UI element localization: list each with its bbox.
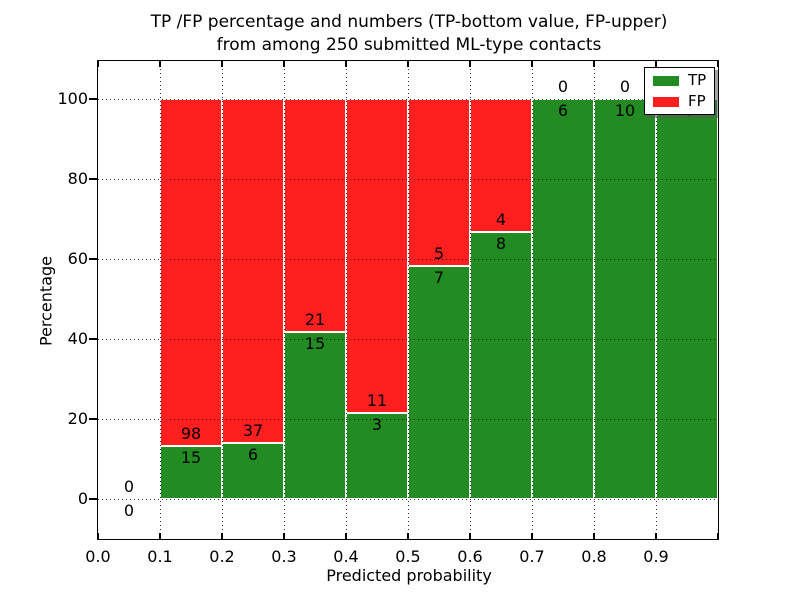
y-axis-label: Percentage	[36, 255, 56, 347]
x-tick-label: 0.5	[395, 547, 421, 566]
x-tick-label: 0.1	[147, 547, 173, 566]
x-tick-mark	[469, 533, 471, 539]
y-tick-label: 100	[57, 89, 88, 108]
fp-swatch-icon	[653, 96, 679, 107]
y-tick-label: 0	[77, 489, 88, 508]
chart-title-line2: from among 250 submitted ML-type contact…	[216, 35, 602, 55]
chart-title: TP /FP percentage and numbers (TP-bottom…	[97, 11, 721, 57]
x-tick-mark-top	[655, 61, 657, 67]
tp-bar-segment	[532, 99, 594, 499]
x-tick-mark	[221, 533, 223, 539]
x-tick-label: 0.7	[519, 547, 545, 566]
tp-bar-segment	[470, 232, 532, 499]
x-tick-mark	[531, 533, 533, 539]
x-tick-label: 0.4	[333, 547, 359, 566]
x-tick-mark-top	[97, 61, 99, 67]
x-tick-label: 0.2	[209, 547, 235, 566]
fp-count-label: 5	[433, 243, 445, 263]
v-gridline	[655, 61, 657, 539]
tp-bar-segment	[222, 443, 284, 499]
v-gridline	[283, 61, 285, 539]
tp-bar-segment	[594, 99, 656, 499]
fp-bar-segment	[346, 99, 408, 414]
fp-count-label: 0	[619, 77, 631, 96]
x-tick-mark	[593, 533, 595, 539]
y-tick-label: 40	[67, 329, 88, 348]
fp-bar-segment	[222, 99, 284, 444]
legend-entry-fp: FP	[653, 94, 706, 109]
y-tick-mark	[89, 418, 98, 420]
fp-count-label: 11	[366, 391, 388, 411]
y-tick-mark	[89, 178, 98, 180]
y-tick-label: 80	[67, 169, 88, 188]
x-tick-mark-top	[221, 61, 223, 67]
legend-label-fp: FP	[688, 92, 706, 110]
tp-count-label: 0	[123, 501, 135, 520]
v-gridline	[469, 61, 471, 539]
y-tick-mark	[89, 98, 98, 100]
tp-count-label: 15	[304, 334, 326, 354]
y-tick-mark	[89, 498, 98, 500]
fp-count-label: 37	[242, 421, 264, 441]
tp-count-label: 3	[371, 415, 383, 435]
x-tick-mark-top	[159, 61, 161, 67]
tp-bar-segment	[160, 445, 222, 499]
fp-count-label: 98	[180, 423, 202, 443]
x-tick-mark-top	[407, 61, 409, 67]
tp-count-label: 8	[495, 234, 507, 254]
tp-bar-segment	[284, 332, 346, 499]
x-tick-mark	[407, 533, 409, 539]
tp-swatch-icon	[653, 75, 679, 86]
v-gridline	[531, 61, 533, 539]
x-tick-mark	[283, 533, 285, 539]
tp-bar-segment	[408, 265, 470, 499]
plot-area: TP FP 0098153762115113574806010040204060…	[57, 60, 719, 566]
x-tick-label: 0.0	[85, 547, 111, 566]
fp-count-label: 4	[495, 210, 507, 230]
tp-count-label: 15	[180, 447, 202, 467]
fp-bar-segment	[408, 99, 470, 266]
x-tick-label: 0.8	[581, 547, 607, 566]
v-gridline	[593, 61, 595, 539]
v-gridline	[159, 61, 161, 539]
x-tick-mark	[345, 533, 347, 539]
x-tick-label: 0.3	[271, 547, 297, 566]
y-tick-mark	[89, 338, 98, 340]
fp-count-label: 0	[557, 77, 569, 96]
x-tick-mark-top	[345, 61, 347, 67]
x-tick-mark-top	[717, 61, 719, 67]
y-tick-label: 20	[67, 409, 88, 428]
legend-label-tp: TP	[688, 71, 707, 89]
tp-bar-segment	[656, 99, 718, 499]
fp-bar-segment	[284, 99, 346, 333]
x-axis-label: Predicted probability	[326, 566, 492, 585]
x-tick-mark	[655, 533, 657, 539]
fp-bar-segment	[160, 99, 222, 446]
y-tick-mark	[89, 258, 98, 260]
x-tick-mark	[97, 533, 99, 539]
fp-count-label: 0	[123, 477, 135, 496]
fp-count-label: 21	[304, 310, 326, 330]
x-tick-mark-top	[593, 61, 595, 67]
chart-title-line1: TP /FP percentage and numbers (TP-bottom…	[150, 12, 668, 32]
v-gridline	[345, 61, 347, 539]
tp-count-label: 6	[247, 445, 259, 465]
v-gridline	[407, 61, 409, 539]
y-tick-label: 60	[67, 249, 88, 268]
x-tick-mark	[717, 533, 719, 539]
legend: TP FP	[644, 67, 716, 115]
tp-count-label: 7	[433, 267, 445, 287]
x-tick-label: 0.9	[643, 547, 669, 566]
tp-count-label: 10	[614, 101, 636, 120]
x-tick-mark	[159, 533, 161, 539]
tp-count-label: 6	[557, 101, 569, 120]
v-gridline	[221, 61, 223, 539]
x-tick-mark-top	[283, 61, 285, 67]
x-tick-mark-top	[531, 61, 533, 67]
x-tick-label: 0.6	[457, 547, 483, 566]
legend-entry-tp: TP	[653, 73, 706, 88]
x-tick-mark-top	[469, 61, 471, 67]
